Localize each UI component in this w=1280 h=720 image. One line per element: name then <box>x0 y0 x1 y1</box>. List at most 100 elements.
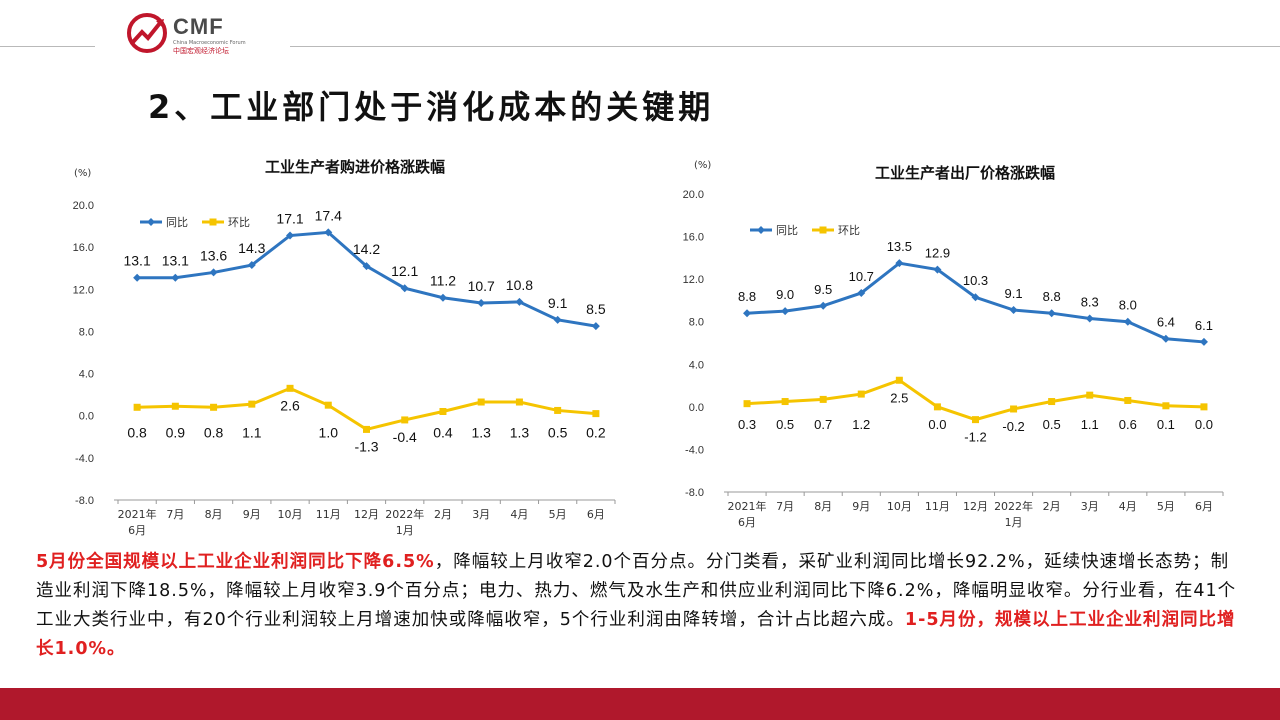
x-tick-label: 11月 <box>316 508 341 521</box>
x-tick-label: 2月 <box>434 508 452 521</box>
data-label-mom: 0.0 <box>928 417 946 432</box>
data-label-mom: 1.1 <box>1081 417 1099 432</box>
data-point-mom <box>933 403 941 411</box>
legend-label: 同比 <box>166 216 188 229</box>
y-tick-label: 0.0 <box>79 411 94 423</box>
legend-swatch-marker <box>147 218 155 226</box>
data-label-mom: 0.0 <box>1195 417 1213 432</box>
data-label-yoy: 10.8 <box>506 277 533 293</box>
data-label-yoy: 13.5 <box>887 239 912 254</box>
chart-purchase-price-svg: 工业生产者购进价格涨跌幅 (%) 20.0 16.0 12.0 8.0 4.0 0.0 -4.0… <box>73 158 616 537</box>
data-point-mom <box>1124 396 1132 404</box>
x-tick-label: 9月 <box>852 500 870 513</box>
data-label-yoy: 9.1 <box>1005 286 1023 301</box>
data-point-yoy <box>857 288 866 297</box>
x-tick-label: 5月 <box>549 508 567 521</box>
data-label-yoy: 17.4 <box>315 207 342 223</box>
brand-subtitle: China Macroeconomic Forum 中国宏观经济论坛 <box>173 40 246 55</box>
legend-label: 环比 <box>838 224 860 237</box>
data-point-mom <box>781 398 789 406</box>
data-label-mom: -1.3 <box>354 438 378 454</box>
data-point-mom <box>1086 391 1094 399</box>
x-tick-label: 3月 <box>472 508 490 521</box>
data-point-mom <box>439 408 447 415</box>
data-point-mom <box>477 398 485 406</box>
data-point-mom <box>248 400 256 408</box>
y-tick-label: 16.0 <box>73 242 94 254</box>
x-tick-label: 2021年 <box>118 507 157 521</box>
data-point-yoy <box>515 297 524 306</box>
data-label-yoy: 8.8 <box>1043 289 1061 304</box>
header-divider-left <box>0 46 95 47</box>
data-label-mom: 0.5 <box>1043 417 1061 432</box>
y-tick-label: 12.0 <box>73 284 94 296</box>
x-tick-label: 6月 <box>738 516 756 529</box>
x-tick-label: 9月 <box>243 508 261 521</box>
y-tick-label: -8.0 <box>685 487 704 499</box>
data-point-mom <box>286 384 294 392</box>
data-label-yoy: 8.3 <box>1081 295 1099 310</box>
x-tick-label: 12月 <box>963 500 988 513</box>
x-tick-label: 6月 <box>1195 500 1213 513</box>
data-point-yoy <box>933 265 942 274</box>
data-point-yoy <box>591 322 600 331</box>
data-point-yoy <box>171 273 180 282</box>
data-label-mom: 1.3 <box>510 425 530 441</box>
data-point-yoy <box>1123 317 1132 326</box>
y-tick-label: -4.0 <box>685 444 704 456</box>
footer-bar <box>0 688 1280 720</box>
data-label-mom: -0.2 <box>1002 419 1024 434</box>
x-tick-label: 12月 <box>354 508 379 521</box>
data-label-yoy: 10.3 <box>963 273 988 288</box>
data-point-yoy <box>1085 314 1094 323</box>
x-tick-label: 2021年 <box>728 499 767 513</box>
x-tick-label: 8月 <box>814 500 832 513</box>
data-point-mom <box>1048 398 1056 406</box>
y-tick-label: -4.0 <box>75 453 94 465</box>
data-label-mom: 2.6 <box>280 397 300 413</box>
data-point-mom <box>895 376 903 384</box>
data-label-yoy: 12.9 <box>925 246 950 261</box>
data-label-mom: 0.8 <box>127 425 147 441</box>
y-tick-label: 20.0 <box>683 189 704 201</box>
data-point-yoy <box>743 309 752 318</box>
y-tick-label: 12.0 <box>683 274 704 286</box>
data-label-mom: 2.5 <box>890 390 908 405</box>
data-label-mom: -1.2 <box>964 430 986 445</box>
data-point-yoy <box>1047 309 1056 318</box>
chart-title: 工业生产者出厂价格涨跌幅 <box>875 164 1055 182</box>
cmf-logo: CMF China Macroeconomic Forum 中国宏观经济论坛 <box>127 12 297 55</box>
cmf-logo-icon <box>127 13 167 53</box>
data-point-yoy <box>553 315 562 324</box>
data-point-mom <box>1010 405 1018 413</box>
description-text: 5月份全国规模以上工业企业利润同比下降6.5%，降幅较上月收窄2.0个百分点。分… <box>36 548 1246 664</box>
data-point-mom <box>972 416 979 424</box>
data-point-mom <box>515 398 523 406</box>
legend-swatch-marker <box>209 218 217 226</box>
series-line-mom <box>746 378 1205 422</box>
data-point-yoy <box>819 301 828 310</box>
data-label-yoy: 14.3 <box>238 240 265 256</box>
chart-factory-price: 工业生产者出厂价格涨跌幅 (%) 20.0 16.0 12.0 8.0 4.0 0.0 -4.0… <box>680 150 1240 540</box>
data-label-yoy: 11.2 <box>430 273 456 289</box>
data-label-mom: 1.3 <box>471 425 491 441</box>
data-point-mom <box>819 395 827 403</box>
data-label-mom: -0.4 <box>393 429 417 445</box>
x-tick-label: 1月 <box>396 524 414 537</box>
data-point-mom <box>363 425 370 433</box>
data-point-mom <box>401 416 409 424</box>
y-tick-label: -8.0 <box>75 495 94 507</box>
data-label-yoy: 12.1 <box>391 263 418 279</box>
data-point-yoy <box>324 228 333 237</box>
data-point-yoy <box>209 268 218 277</box>
data-point-yoy <box>247 261 256 270</box>
x-tick-label: 8月 <box>205 508 223 521</box>
data-point-mom <box>1200 403 1208 411</box>
chart-factory-price-svg: 工业生产者出厂价格涨跌幅 (%) 20.0 16.0 12.0 8.0 4.0 0.0 -4.0… <box>683 160 1224 529</box>
data-point-mom <box>743 400 751 408</box>
data-label-mom: 1.2 <box>852 417 870 432</box>
y-tick-label: 0.0 <box>689 402 704 414</box>
data-point-yoy <box>286 231 295 240</box>
chart-title: 工业生产者购进价格涨跌幅 <box>265 158 445 176</box>
data-label-mom: 0.7 <box>814 417 832 432</box>
